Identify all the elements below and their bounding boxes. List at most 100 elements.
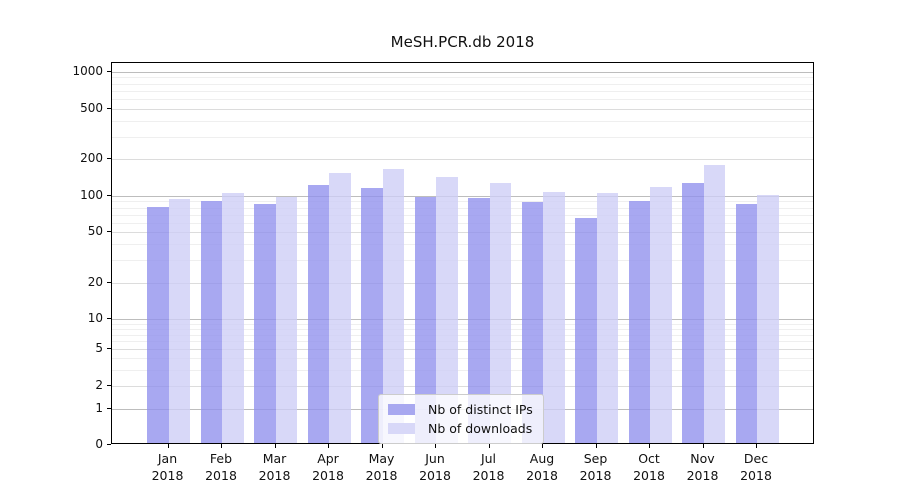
x-tick-month: Mar	[262, 451, 287, 466]
bar-distinct-ips	[254, 203, 276, 443]
x-tick-year: 2018	[740, 468, 772, 483]
y-tick-label: 2	[95, 378, 103, 392]
x-tick-month: Apr	[317, 451, 339, 466]
gridline-minor	[112, 222, 813, 224]
x-tick-year: 2018	[472, 468, 505, 483]
bar-distinct-ips	[468, 198, 490, 443]
y-tick-mark	[107, 195, 111, 196]
x-tick-label: Dec 2018	[728, 450, 784, 484]
x-tick-label: Jul 2018	[461, 450, 517, 484]
x-tick-label: Oct 2018	[621, 450, 677, 484]
x-tick-mark	[435, 444, 436, 448]
gridline-decade	[112, 319, 813, 321]
x-tick-label: Apr 2018	[300, 450, 356, 484]
x-tick-mark	[649, 444, 650, 448]
bar-distinct-ips	[307, 184, 329, 443]
x-tick-month: Jul	[480, 451, 497, 466]
gridline	[112, 386, 813, 387]
bar-downloads	[543, 191, 565, 443]
x-tick-mark	[488, 444, 490, 448]
gridline-minor	[112, 260, 813, 262]
x-tick-month: Jan	[157, 451, 178, 466]
x-tick-mark	[595, 444, 597, 448]
y-tick-mark	[107, 108, 111, 110]
bar-distinct-ips	[521, 201, 543, 443]
x-tick-mark	[702, 444, 704, 448]
x-tick-mark	[328, 444, 329, 448]
legend-entry: Nb of distinct IPs	[388, 400, 533, 419]
y-tick-mark	[107, 348, 111, 350]
gridline	[112, 282, 813, 284]
x-tick-label: May 2018	[354, 450, 410, 484]
y-tick-mark	[107, 70, 111, 72]
x-tick-label: Aug 2018	[514, 450, 570, 484]
gridline	[112, 349, 813, 351]
gridline-minor	[112, 77, 813, 79]
bar-downloads	[275, 197, 297, 443]
y-tick-mark	[107, 385, 111, 386]
y-tick-mark	[107, 444, 111, 445]
x-tick-label: Jan 2018	[140, 450, 196, 484]
gridline-minor	[112, 91, 813, 93]
x-tick-year: 2018	[686, 468, 719, 483]
gridline-minor	[112, 83, 813, 85]
bar-downloads	[650, 187, 672, 443]
gridline-minor	[112, 341, 813, 343]
x-tick-month: Feb	[209, 451, 233, 466]
y-tick-label: 500	[80, 101, 103, 116]
gridline-minor	[112, 244, 813, 246]
gridline-minor	[112, 99, 813, 101]
x-tick-year: 2018	[579, 468, 612, 483]
y-tick-label: 200	[80, 151, 103, 166]
x-tick-mark	[542, 444, 543, 448]
bar-distinct-ips	[361, 188, 383, 443]
x-tick-year: 2018	[312, 468, 344, 483]
y-tick-label: 100	[80, 188, 103, 202]
x-tick-mark	[381, 444, 383, 448]
chart-title: MeSH.PCR.db 2018	[390, 33, 535, 51]
x-tick-month: Aug	[529, 451, 555, 466]
x-tick-mark	[167, 444, 169, 448]
bar-downloads	[489, 183, 511, 443]
x-tick-year: 2018	[151, 468, 184, 483]
gridline	[112, 159, 813, 161]
gridline-minor	[112, 358, 813, 360]
gridline-minor	[112, 328, 813, 330]
gridline-minor	[112, 323, 813, 325]
x-tick-year: 2018	[258, 468, 291, 483]
legend-swatch-downloads	[388, 423, 415, 434]
gridline	[112, 109, 813, 111]
gridline-minor	[112, 137, 813, 139]
bar-distinct-ips	[682, 182, 704, 443]
x-tick-month: Dec	[743, 451, 769, 466]
y-tick-label: 20	[87, 274, 103, 289]
x-tick-mark	[221, 444, 222, 448]
y-tick-mark	[107, 158, 111, 160]
bar-distinct-ips	[628, 200, 650, 443]
x-tick-month: Sep	[583, 451, 608, 466]
x-tick-year: 2018	[205, 468, 237, 483]
x-tick-label: Nov 2018	[675, 450, 731, 484]
y-tick-label: 50	[87, 224, 103, 238]
bar-downloads	[329, 173, 351, 443]
bar-downloads	[703, 164, 725, 443]
x-tick-label: Jun 2018	[407, 450, 463, 484]
y-tick-label: 0	[95, 437, 103, 451]
x-tick-year: 2018	[633, 468, 665, 483]
bar-downloads	[596, 193, 618, 443]
y-tick-label: 5	[95, 341, 103, 356]
bar-downloads	[168, 198, 190, 443]
gridline-minor	[112, 214, 813, 216]
bar-distinct-ips	[147, 206, 169, 443]
gridline-minor	[112, 207, 813, 209]
x-tick-year: 2018	[419, 468, 451, 483]
gridline	[112, 232, 813, 233]
x-tick-label: Feb 2018	[193, 450, 249, 484]
plot-area	[111, 62, 814, 444]
x-tick-month: Nov	[690, 451, 715, 466]
gridline-minor	[112, 334, 813, 336]
y-tick-mark	[107, 281, 111, 283]
y-tick-label: 10	[87, 311, 103, 326]
x-tick-mark	[274, 444, 276, 448]
